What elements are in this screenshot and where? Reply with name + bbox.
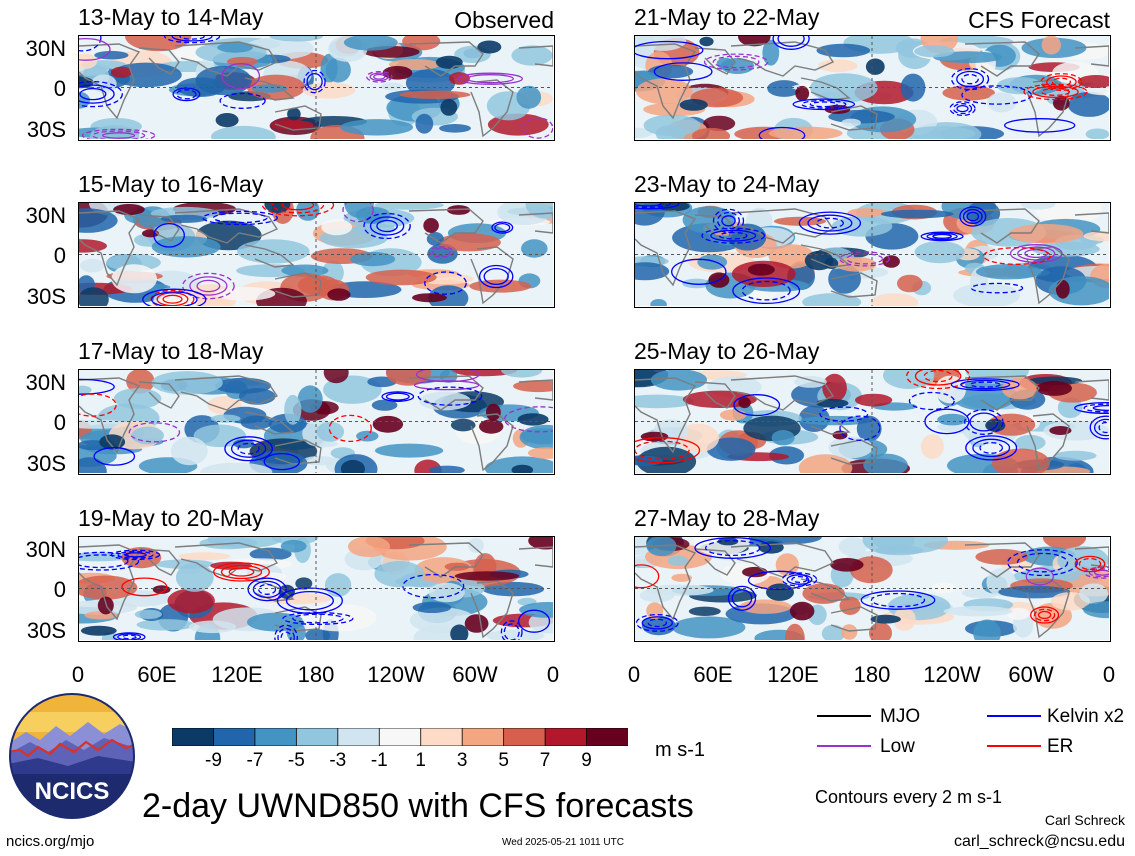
lat-label: 30S [26,284,66,309]
colorbar-unit: m s-1 [655,739,705,761]
panel-title: 23-May to 24-May [634,171,820,197]
panel-title: 17-May to 18-May [78,338,264,364]
panel-title: 25-May to 26-May [634,338,820,364]
lat-label: 0 [53,410,66,435]
map-panel [634,202,1111,308]
lon-label: 180 [297,662,335,687]
colorbar-tick-label: -3 [329,750,347,771]
lat-label: 30N [25,370,66,395]
lon-label: 120E [767,662,819,687]
lon-label: 0 [627,662,641,687]
colorbar-swatch [586,728,628,746]
map-panel [78,35,555,141]
colorbar-swatch [544,728,588,746]
legend-label-kelvin: Kelvin x2 [1047,706,1125,727]
timestamp: Wed 2025-05-21 1011 UTC [502,837,624,848]
colorbar-swatch [295,728,339,746]
map-panel [78,536,555,642]
colorbar-swatch [337,728,381,746]
lat-label: 0 [53,243,66,268]
ncics-logo: NCICS [8,692,136,820]
lon-label: 0 [546,662,560,687]
colorbar-swatch [461,728,505,746]
colorbar-tick-label: -7 [246,750,264,771]
colorbar-tick-label: 9 [581,750,592,771]
colorbar-swatch [254,728,298,746]
map-panel [78,369,555,475]
main-title: 2-day UWND850 with CFS forecasts [142,787,694,825]
panel-title: 15-May to 16-May [78,171,264,197]
legend-label-er: ER [1047,736,1074,757]
panel-title: 19-May to 20-May [78,505,264,531]
colorbar-tick-label: 3 [456,750,468,771]
colorbar-swatch [378,728,422,746]
lat-label: 0 [53,577,66,602]
lat-label: 0 [53,76,66,101]
map-panel [634,536,1111,642]
lon-label: 120E [211,662,263,687]
observed-label: Observed [454,7,554,33]
lat-label: 30S [26,618,66,643]
lon-label: 60E [693,662,733,687]
colorbar-tick-label: -9 [205,750,222,771]
lon-label: 60W [1008,662,1054,687]
colorbar-tick-label: 7 [539,750,551,771]
colorbar-tick-label: 1 [415,750,426,771]
lon-label: 120W [923,662,981,687]
panel-title: 21-May to 22-May [634,4,820,30]
lat-label: 30S [26,117,66,142]
colorbar-swatch [420,728,464,746]
author-email[interactable]: carl_schreck@ncsu.edu [954,833,1125,850]
colorbar-tick-label: 5 [498,750,509,771]
panel-title: 13-May to 14-May [78,4,264,30]
lon-label: 0 [71,662,85,687]
map-panel [634,369,1111,475]
colorbar-swatch [503,728,546,746]
lat-label: 30N [25,36,66,61]
lat-label: 30S [26,451,66,476]
legend-label-mjo: MJO [880,706,921,727]
map-panel [78,202,555,308]
contour-note: Contours every 2 m s-1 [815,787,1003,807]
colorbar-tick-label: -1 [370,750,388,771]
lon-label: 180 [853,662,891,687]
lon-label: 120W [367,662,425,687]
lon-label: 60E [137,662,177,687]
lat-label: 30N [25,203,66,228]
map-panel [634,35,1111,141]
legend-label-low: Low [880,736,915,757]
lat-label: 30N [25,537,66,562]
colorbar-tick-label: -5 [287,750,305,771]
panel-title: 27-May to 28-May [634,505,820,531]
lon-label: 60W [452,662,498,687]
colorbar-swatches [172,728,628,746]
logo-text: NCICS [35,778,110,805]
author-name: Carl Schreck [1044,812,1125,828]
site-url[interactable]: ncics.org/mjo [6,833,95,850]
legend-lines-col2 [987,715,1041,747]
legend-lines-col1 [817,715,871,747]
colorbar-swatch [213,728,256,746]
forecast-label: CFS Forecast [968,7,1110,33]
lon-label: 0 [1102,662,1116,687]
colorbar-swatch [172,728,215,746]
